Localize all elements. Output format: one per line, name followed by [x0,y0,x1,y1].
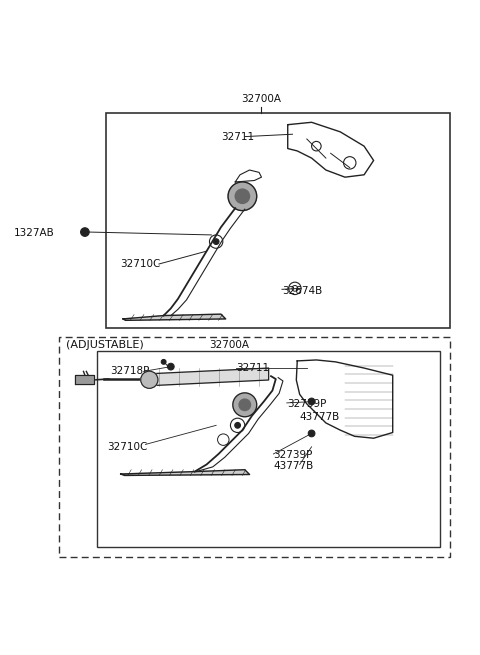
Polygon shape [75,375,95,384]
Text: 32711: 32711 [221,132,254,141]
Text: 32700A: 32700A [209,341,249,350]
Circle shape [235,422,240,428]
Text: 32718P: 32718P [110,366,150,377]
Circle shape [81,228,89,236]
Polygon shape [149,368,269,386]
Circle shape [239,399,251,411]
Circle shape [308,430,315,437]
Text: 43777B: 43777B [300,412,340,422]
Text: 1327AB: 1327AB [13,228,54,238]
Circle shape [233,393,257,417]
Circle shape [228,182,257,210]
Polygon shape [120,470,250,476]
Text: 32711: 32711 [236,363,269,373]
Bar [107,113,450,328]
Circle shape [161,360,166,364]
Text: 32674B: 32674B [282,286,322,296]
Text: 32710C: 32710C [108,442,148,452]
Circle shape [213,238,219,244]
Bar [59,337,450,557]
Text: 43777B: 43777B [274,461,313,471]
Text: 32739P: 32739P [274,450,313,460]
Text: 32700A: 32700A [241,94,281,104]
Text: 32710C: 32710C [120,259,160,269]
Text: (ADJUSTABLE): (ADJUSTABLE) [66,341,144,350]
Text: 32739P: 32739P [287,399,326,409]
Circle shape [141,371,158,388]
Circle shape [308,398,315,405]
Polygon shape [123,314,226,320]
Circle shape [168,364,174,370]
Bar [97,351,441,547]
Circle shape [235,189,250,204]
